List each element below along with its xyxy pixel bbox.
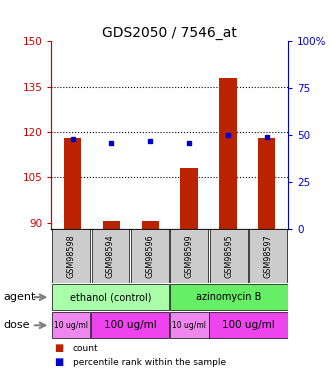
- Bar: [210, 312, 288, 338]
- Bar: [92, 229, 129, 283]
- Text: 10 ug/ml: 10 ug/ml: [54, 321, 88, 330]
- Bar: [64, 138, 81, 229]
- Bar: [142, 221, 159, 229]
- Text: GSM98599: GSM98599: [185, 234, 194, 278]
- Bar: [131, 229, 169, 283]
- Bar: [170, 312, 209, 338]
- Bar: [103, 221, 120, 229]
- Text: percentile rank within the sample: percentile rank within the sample: [73, 358, 226, 367]
- Text: GSM98595: GSM98595: [224, 234, 233, 278]
- Text: agent: agent: [3, 292, 36, 302]
- Bar: [219, 78, 237, 229]
- Bar: [170, 229, 208, 283]
- Text: ethanol (control): ethanol (control): [70, 292, 151, 302]
- Bar: [210, 229, 248, 283]
- Bar: [180, 168, 198, 229]
- Text: dose: dose: [3, 320, 30, 330]
- Bar: [52, 312, 90, 338]
- Text: azinomycin B: azinomycin B: [196, 292, 261, 302]
- Bar: [91, 312, 169, 338]
- Bar: [249, 229, 287, 283]
- Text: ■: ■: [55, 343, 64, 353]
- Text: GSM98597: GSM98597: [264, 234, 273, 278]
- Bar: [258, 138, 275, 229]
- Text: ■: ■: [55, 357, 64, 368]
- Bar: [170, 284, 288, 310]
- Bar: [52, 229, 90, 283]
- Text: 10 ug/ml: 10 ug/ml: [172, 321, 206, 330]
- Text: 100 ug/ml: 100 ug/ml: [222, 320, 275, 330]
- Text: 100 ug/ml: 100 ug/ml: [104, 320, 157, 330]
- Bar: [52, 284, 169, 310]
- Text: count: count: [73, 344, 98, 353]
- Title: GDS2050 / 7546_at: GDS2050 / 7546_at: [102, 26, 237, 40]
- Text: GSM98596: GSM98596: [145, 234, 155, 278]
- Text: GSM98594: GSM98594: [106, 234, 115, 278]
- Text: GSM98598: GSM98598: [67, 234, 75, 278]
